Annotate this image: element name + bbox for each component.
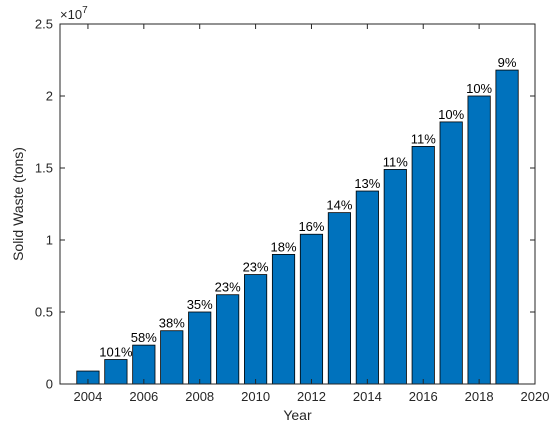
data-label-2011: 18% — [271, 239, 297, 254]
data-labels-group: 101%58%38%35%23%23%18%16%14%13%11%11%10%… — [99, 55, 517, 359]
x-tick-label: 2006 — [129, 389, 158, 404]
data-label-2016: 11% — [411, 131, 436, 146]
y-multiplier-exponent: 7 — [82, 5, 88, 16]
x-tick-label: 2012 — [297, 389, 326, 404]
bar-2011 — [271, 253, 296, 385]
bar-2013 — [327, 212, 351, 385]
data-label-2014: 13% — [354, 176, 380, 191]
data-label-2017: 10% — [438, 107, 464, 122]
bar-2014 — [355, 190, 379, 385]
bars-group — [76, 69, 519, 385]
data-label-2006: 58% — [131, 330, 157, 345]
x-tick-label: 2008 — [185, 389, 214, 404]
bar-2007 — [160, 330, 184, 385]
y-tick-label: 0.5 — [35, 305, 53, 320]
bar-2016 — [411, 145, 435, 385]
y-tick-label: 1 — [46, 233, 53, 248]
data-label-2013: 14% — [326, 198, 352, 213]
bar-2006 — [132, 344, 156, 385]
y-tick-label: 2.5 — [35, 17, 53, 32]
y-tick-label: 1.5 — [35, 161, 53, 176]
bar-2009 — [216, 294, 240, 385]
bar-2005 — [104, 359, 128, 385]
x-axis-title: Year — [283, 407, 312, 423]
x-axis: 2004 2006 2008 2010 2012 2014 2016 2018 2020 — [73, 24, 549, 404]
x-tick-label: 2010 — [241, 389, 270, 404]
data-label-2007: 38% — [159, 316, 185, 331]
data-label-2005: 101% — [99, 345, 133, 360]
bar-2018 — [467, 95, 491, 385]
data-label-2019: 9% — [498, 55, 517, 70]
data-label-2018: 10% — [466, 81, 492, 96]
data-label-2008: 35% — [187, 297, 213, 312]
y-axis-title: Solid Waste (tons) — [10, 147, 26, 261]
bar-2015 — [383, 169, 407, 385]
y-axis: 0 0.5 1 1.5 2 2.5 — [35, 17, 535, 392]
bar-2019 — [495, 69, 519, 385]
data-label-2015: 11% — [383, 154, 408, 169]
y-tick-label: 2 — [46, 89, 53, 104]
x-tick-label: 2020 — [521, 389, 550, 404]
data-label-2010: 23% — [243, 260, 269, 275]
bar-2008 — [188, 311, 212, 385]
bar-2012 — [299, 233, 324, 385]
x-tick-label: 2014 — [353, 389, 382, 404]
bar-2010 — [244, 274, 268, 385]
data-label-2009: 23% — [215, 280, 241, 295]
data-label-2012: 16% — [298, 219, 324, 234]
y-multiplier-label: ×107 — [60, 5, 88, 22]
y-tick-label: 0 — [46, 377, 53, 392]
x-tick-label: 2018 — [465, 389, 494, 404]
bar-2017 — [439, 121, 463, 385]
x-tick-label: 2016 — [409, 389, 438, 404]
x-tick-label: 2004 — [73, 389, 102, 404]
axes-box — [59, 23, 536, 385]
